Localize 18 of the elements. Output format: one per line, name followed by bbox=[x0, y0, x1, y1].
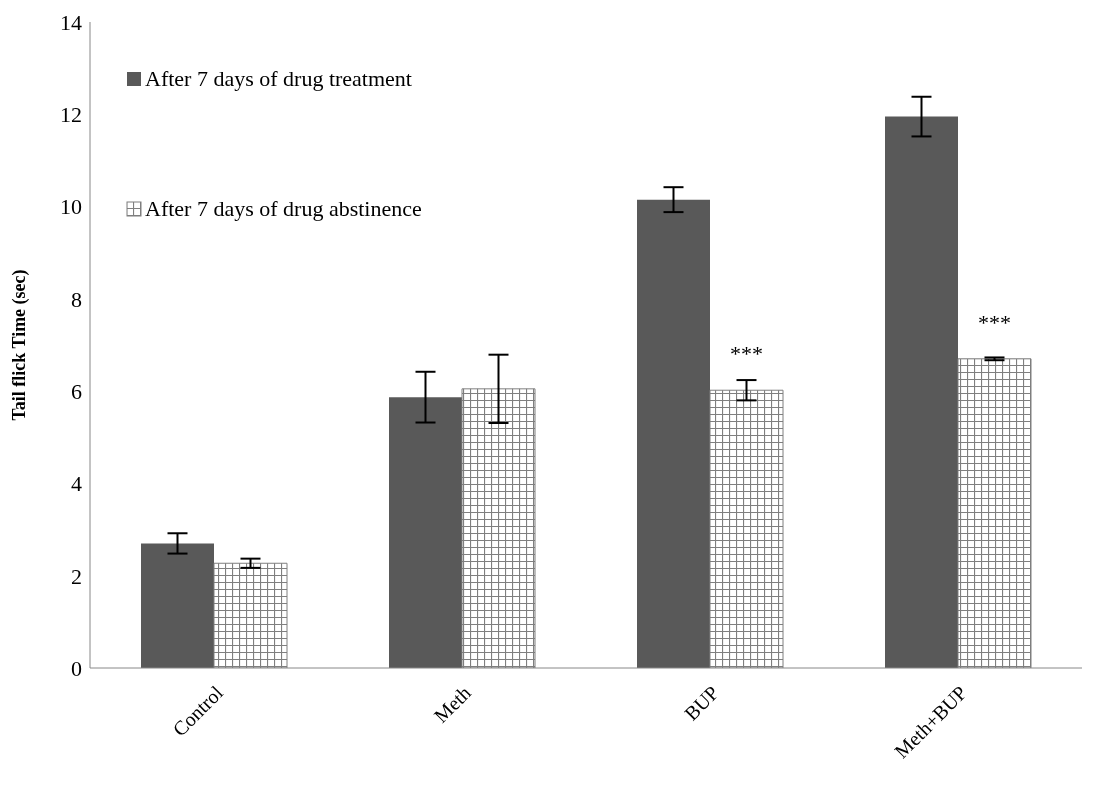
y-axis-title: Tail flick Time (sec) bbox=[9, 269, 31, 421]
y-tick-label: 8 bbox=[71, 286, 82, 312]
y-tick-label: 2 bbox=[71, 563, 82, 589]
y-tick-label: 4 bbox=[71, 471, 82, 497]
y-tick-label: 6 bbox=[71, 378, 82, 404]
x-tick-label: BUP bbox=[679, 681, 724, 725]
legend-label: After 7 days of drug abstinence bbox=[145, 196, 422, 222]
bar bbox=[389, 397, 462, 668]
y-tick-label: 14 bbox=[60, 9, 82, 35]
annotation: *** bbox=[730, 341, 763, 367]
y-tick-label: 0 bbox=[71, 655, 82, 681]
y-tick-label: 10 bbox=[60, 194, 82, 220]
legend-label: After 7 days of drug treatment bbox=[145, 66, 412, 92]
bar bbox=[141, 543, 214, 668]
bar bbox=[885, 116, 958, 668]
annotation: *** bbox=[978, 309, 1011, 335]
y-tick-label: 12 bbox=[60, 102, 82, 128]
bar bbox=[637, 199, 710, 668]
